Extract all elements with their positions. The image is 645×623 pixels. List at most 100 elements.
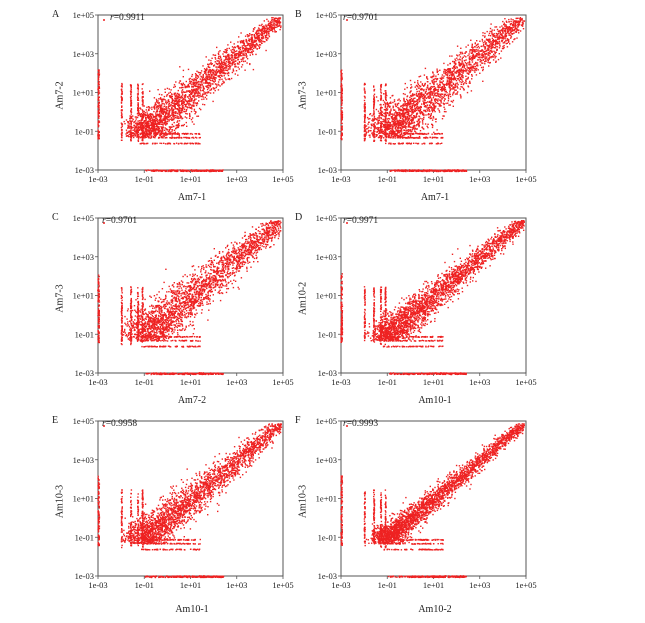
- data-point: [419, 108, 422, 110]
- data-point: [120, 112, 123, 114]
- data-point: [416, 86, 419, 88]
- data-point: [162, 102, 164, 105]
- data-point: [224, 77, 226, 79]
- data-point: [176, 124, 178, 126]
- data-point: [248, 44, 250, 46]
- data-point: [121, 91, 123, 93]
- data-point: [130, 123, 132, 126]
- data-point: [230, 59, 233, 61]
- data-point: [185, 142, 187, 145]
- data-point: [223, 61, 225, 63]
- data-point: [237, 74, 239, 76]
- data-point: [159, 106, 162, 108]
- data-point: [244, 60, 247, 62]
- data-point: [153, 130, 156, 132]
- data-point: [500, 30, 503, 32]
- data-point: [476, 40, 478, 42]
- data-point: [423, 101, 425, 104]
- data-point: [212, 92, 215, 94]
- data-point: [430, 105, 432, 108]
- data-point: [466, 78, 469, 80]
- data-point: [433, 131, 435, 134]
- data-point: [396, 112, 399, 114]
- data-point: [216, 72, 219, 74]
- data-point: [153, 136, 155, 139]
- data-point: [470, 52, 473, 54]
- data-point: [275, 22, 278, 24]
- data-point: [237, 56, 239, 59]
- data-point: [503, 27, 505, 30]
- data-point: [209, 66, 211, 69]
- data-point: [254, 44, 257, 46]
- data-point: [140, 121, 142, 123]
- data-point: [121, 92, 123, 94]
- data-point: [189, 80, 191, 82]
- data-point: [433, 74, 435, 76]
- data-point: [456, 82, 459, 84]
- data-point: [132, 118, 134, 120]
- data-point: [400, 113, 402, 115]
- data-point: [155, 104, 157, 106]
- data-point: [185, 121, 187, 124]
- data-point: [251, 49, 254, 51]
- data-point: [465, 79, 467, 81]
- data-point: [171, 118, 173, 120]
- data-point: [194, 89, 196, 92]
- data-point: [232, 47, 235, 49]
- data-point: [178, 102, 180, 104]
- data-point: [164, 137, 166, 139]
- data-point: [169, 116, 171, 118]
- data-point: [389, 122, 392, 124]
- data-point: [465, 69, 467, 72]
- data-point: [411, 100, 413, 102]
- data-point: [243, 54, 245, 56]
- data-point: [130, 122, 133, 124]
- data-point: [257, 35, 260, 37]
- data-point: [176, 121, 178, 123]
- data-point: [458, 69, 461, 72]
- data-point: [250, 43, 252, 45]
- data-point: [128, 135, 130, 138]
- data-point: [403, 98, 405, 101]
- data-point: [484, 40, 486, 42]
- data-point: [149, 133, 151, 135]
- data-point: [498, 44, 501, 46]
- data-point: [409, 116, 411, 118]
- data-point: [178, 99, 180, 101]
- data-point: [239, 48, 242, 51]
- data-point: [171, 111, 173, 113]
- data-point: [154, 106, 156, 108]
- data-point: [209, 72, 212, 74]
- data-point: [151, 122, 153, 124]
- data-point: [380, 121, 383, 123]
- data-point: [157, 100, 159, 102]
- data-point: [267, 23, 270, 25]
- data-point: [195, 102, 197, 105]
- data-point: [265, 24, 267, 26]
- data-point: [432, 93, 434, 95]
- data-point: [132, 132, 134, 134]
- data-point: [431, 79, 433, 82]
- data-point: [460, 97, 462, 99]
- data-point: [395, 111, 397, 114]
- data-point: [159, 116, 161, 118]
- data-point: [216, 85, 218, 87]
- r-value: =0.9911: [113, 13, 145, 23]
- data-point: [254, 45, 256, 47]
- data-point: [432, 72, 434, 74]
- data-point: [148, 118, 151, 121]
- data-point: [192, 94, 194, 97]
- data-point: [440, 102, 442, 104]
- data-point: [465, 63, 468, 65]
- data-point: [143, 142, 145, 144]
- data-point: [437, 95, 440, 97]
- data-point: [169, 96, 171, 98]
- x-tick-label: 1e+05: [272, 174, 293, 184]
- data-point: [271, 17, 273, 19]
- data-point: [403, 107, 405, 110]
- data-point: [186, 106, 188, 108]
- data-point: [477, 50, 479, 52]
- data-point: [415, 125, 417, 127]
- data-point: [144, 124, 146, 127]
- data-point: [146, 125, 149, 128]
